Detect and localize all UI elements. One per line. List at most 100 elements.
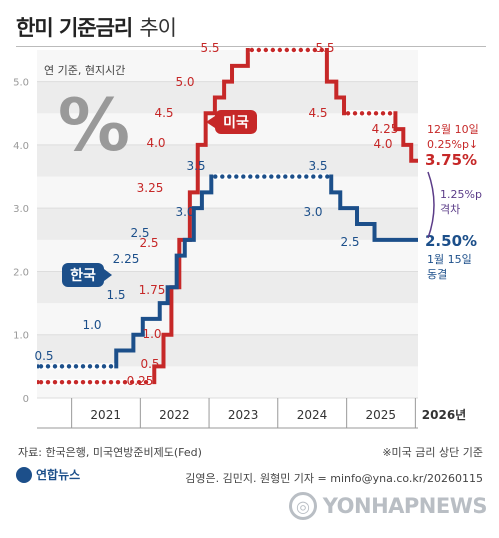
- plateau-dot: [122, 379, 128, 385]
- plateau-dot: [87, 379, 93, 385]
- plateau-dot: [143, 379, 149, 385]
- korea-annotation-date: 1월 15일: [427, 252, 472, 266]
- plateau-dot: [80, 364, 86, 369]
- us-badge-pointer: [206, 116, 215, 128]
- korea-value-label: 1.5: [106, 288, 125, 302]
- plateau-dot: [101, 379, 107, 385]
- camera-shutter-icon: ◎: [288, 492, 317, 520]
- plateau-dot: [325, 174, 330, 179]
- plateau-dot: [297, 174, 302, 179]
- korea-badge-pointer: [104, 269, 112, 281]
- watermark-text: YONHAPNEWS: [322, 494, 488, 518]
- plateau-dot: [73, 364, 79, 369]
- title-divider: [16, 46, 486, 47]
- plateau-dot: [318, 174, 323, 179]
- gap-annotation-label: 격차: [440, 203, 460, 216]
- gap-annotation-value: 1.25%p: [440, 188, 482, 201]
- x-tick-label: 2025: [365, 408, 396, 422]
- plateau-dot: [256, 47, 262, 53]
- plateau-dot: [345, 111, 351, 116]
- plateau-dot: [366, 111, 372, 116]
- plateau-dot: [101, 364, 107, 369]
- plateau-dot: [255, 174, 260, 179]
- us-value-label: 1.75: [139, 283, 166, 297]
- y-tick-label: 4.0: [13, 141, 29, 152]
- plateau-dot: [277, 47, 283, 53]
- plateau-dot: [87, 364, 93, 369]
- plateau-dot: [380, 111, 386, 116]
- plateau-dot: [213, 174, 218, 179]
- us-annotation-change: 0.25%p↓: [427, 138, 478, 151]
- plateau-dot: [80, 379, 86, 385]
- grid-band: [37, 208, 418, 240]
- korea-series-badge: 한국: [62, 263, 112, 287]
- us-value-label: 0.25: [127, 374, 154, 388]
- us-last-value-label: 3.75%: [425, 151, 477, 169]
- plateau-dot: [66, 364, 72, 369]
- gap-bracket: [427, 171, 435, 239]
- y-tick-label: 3.0: [13, 204, 29, 215]
- plateau-dot: [52, 364, 58, 369]
- us-value-label: 1.0: [142, 327, 161, 341]
- y-tick-label: 2.0: [13, 267, 29, 278]
- unit-note: 연 기준, 현지시간: [44, 64, 126, 77]
- plateau-dot: [38, 364, 44, 369]
- us-badge-label: 미국: [223, 115, 249, 131]
- x-tick-label: 2026년: [422, 408, 466, 422]
- plateau-dot: [248, 174, 253, 179]
- korea-value-label: 0.5: [34, 349, 53, 363]
- korea-value-label: 3.0: [303, 205, 322, 219]
- title-main: 한미 기준금리: [16, 16, 133, 40]
- korea-value-label: 2.5: [340, 235, 359, 249]
- plateau-dot: [241, 174, 246, 179]
- credit-text: 김영은. 김민지. 원형민 기자 = minfo@yna.co.kr/20260…: [185, 472, 483, 485]
- yonhap-logo-icon: [16, 466, 32, 483]
- us-value-label: 4.0: [373, 137, 392, 151]
- us-value-label: 5.5: [200, 41, 219, 55]
- korea-annotation-status: 동결: [427, 268, 447, 281]
- us-value-label: 0.5: [140, 357, 159, 371]
- us-value-label: 5.0: [175, 75, 194, 89]
- x-tick-label: 2021: [90, 408, 121, 422]
- plateau-dot: [291, 47, 297, 53]
- plateau-dot: [352, 111, 358, 116]
- korea-value-label: 1.0: [82, 318, 101, 332]
- plateau-dot: [129, 379, 135, 385]
- x-tick-label: 2023: [228, 408, 259, 422]
- plateau-dot: [115, 379, 121, 385]
- korea-value-label: 3.5: [308, 159, 327, 173]
- us-value-label: 2.5: [139, 236, 158, 250]
- plateau-dot: [59, 364, 65, 369]
- plateau-dot: [269, 174, 274, 179]
- us-badge-box: [215, 110, 257, 134]
- plateau-dot: [262, 174, 267, 179]
- us-value-label: 4.0: [146, 136, 165, 150]
- plateau-dot: [290, 174, 295, 179]
- korea-value-label: 2.25: [113, 252, 140, 266]
- us-value-label: 4.5: [154, 106, 173, 120]
- korea-value-label: 3.0: [175, 205, 194, 219]
- grid-band: [37, 81, 418, 114]
- yonhap-logo: 연합뉴스: [16, 466, 80, 483]
- grid-band: [37, 144, 418, 177]
- plateau-dot: [220, 174, 225, 179]
- korea-badge-label: 한국: [70, 268, 96, 284]
- plateau-dot: [359, 111, 365, 116]
- page-title: 한미 기준금리 추이: [16, 12, 177, 42]
- x-tick-label: 2022: [159, 408, 190, 422]
- source-note: ※미국 금리 상단 기준: [382, 446, 483, 459]
- plateau-dot: [59, 379, 65, 385]
- plateau-dot: [373, 111, 379, 116]
- plateau-dot: [45, 364, 51, 369]
- plateau-dot: [136, 379, 142, 385]
- plateau-dot: [52, 379, 58, 385]
- korea-last-value-label: 2.50%: [425, 232, 477, 250]
- plateau-dot: [263, 47, 269, 53]
- logo-text: 연합뉴스: [36, 468, 81, 482]
- grid-band: [37, 334, 418, 367]
- y-tick-label: 0: [23, 394, 29, 405]
- plateau-dot: [94, 364, 100, 369]
- us-value-label: 4.25: [372, 122, 399, 136]
- plateau-dot: [304, 174, 309, 179]
